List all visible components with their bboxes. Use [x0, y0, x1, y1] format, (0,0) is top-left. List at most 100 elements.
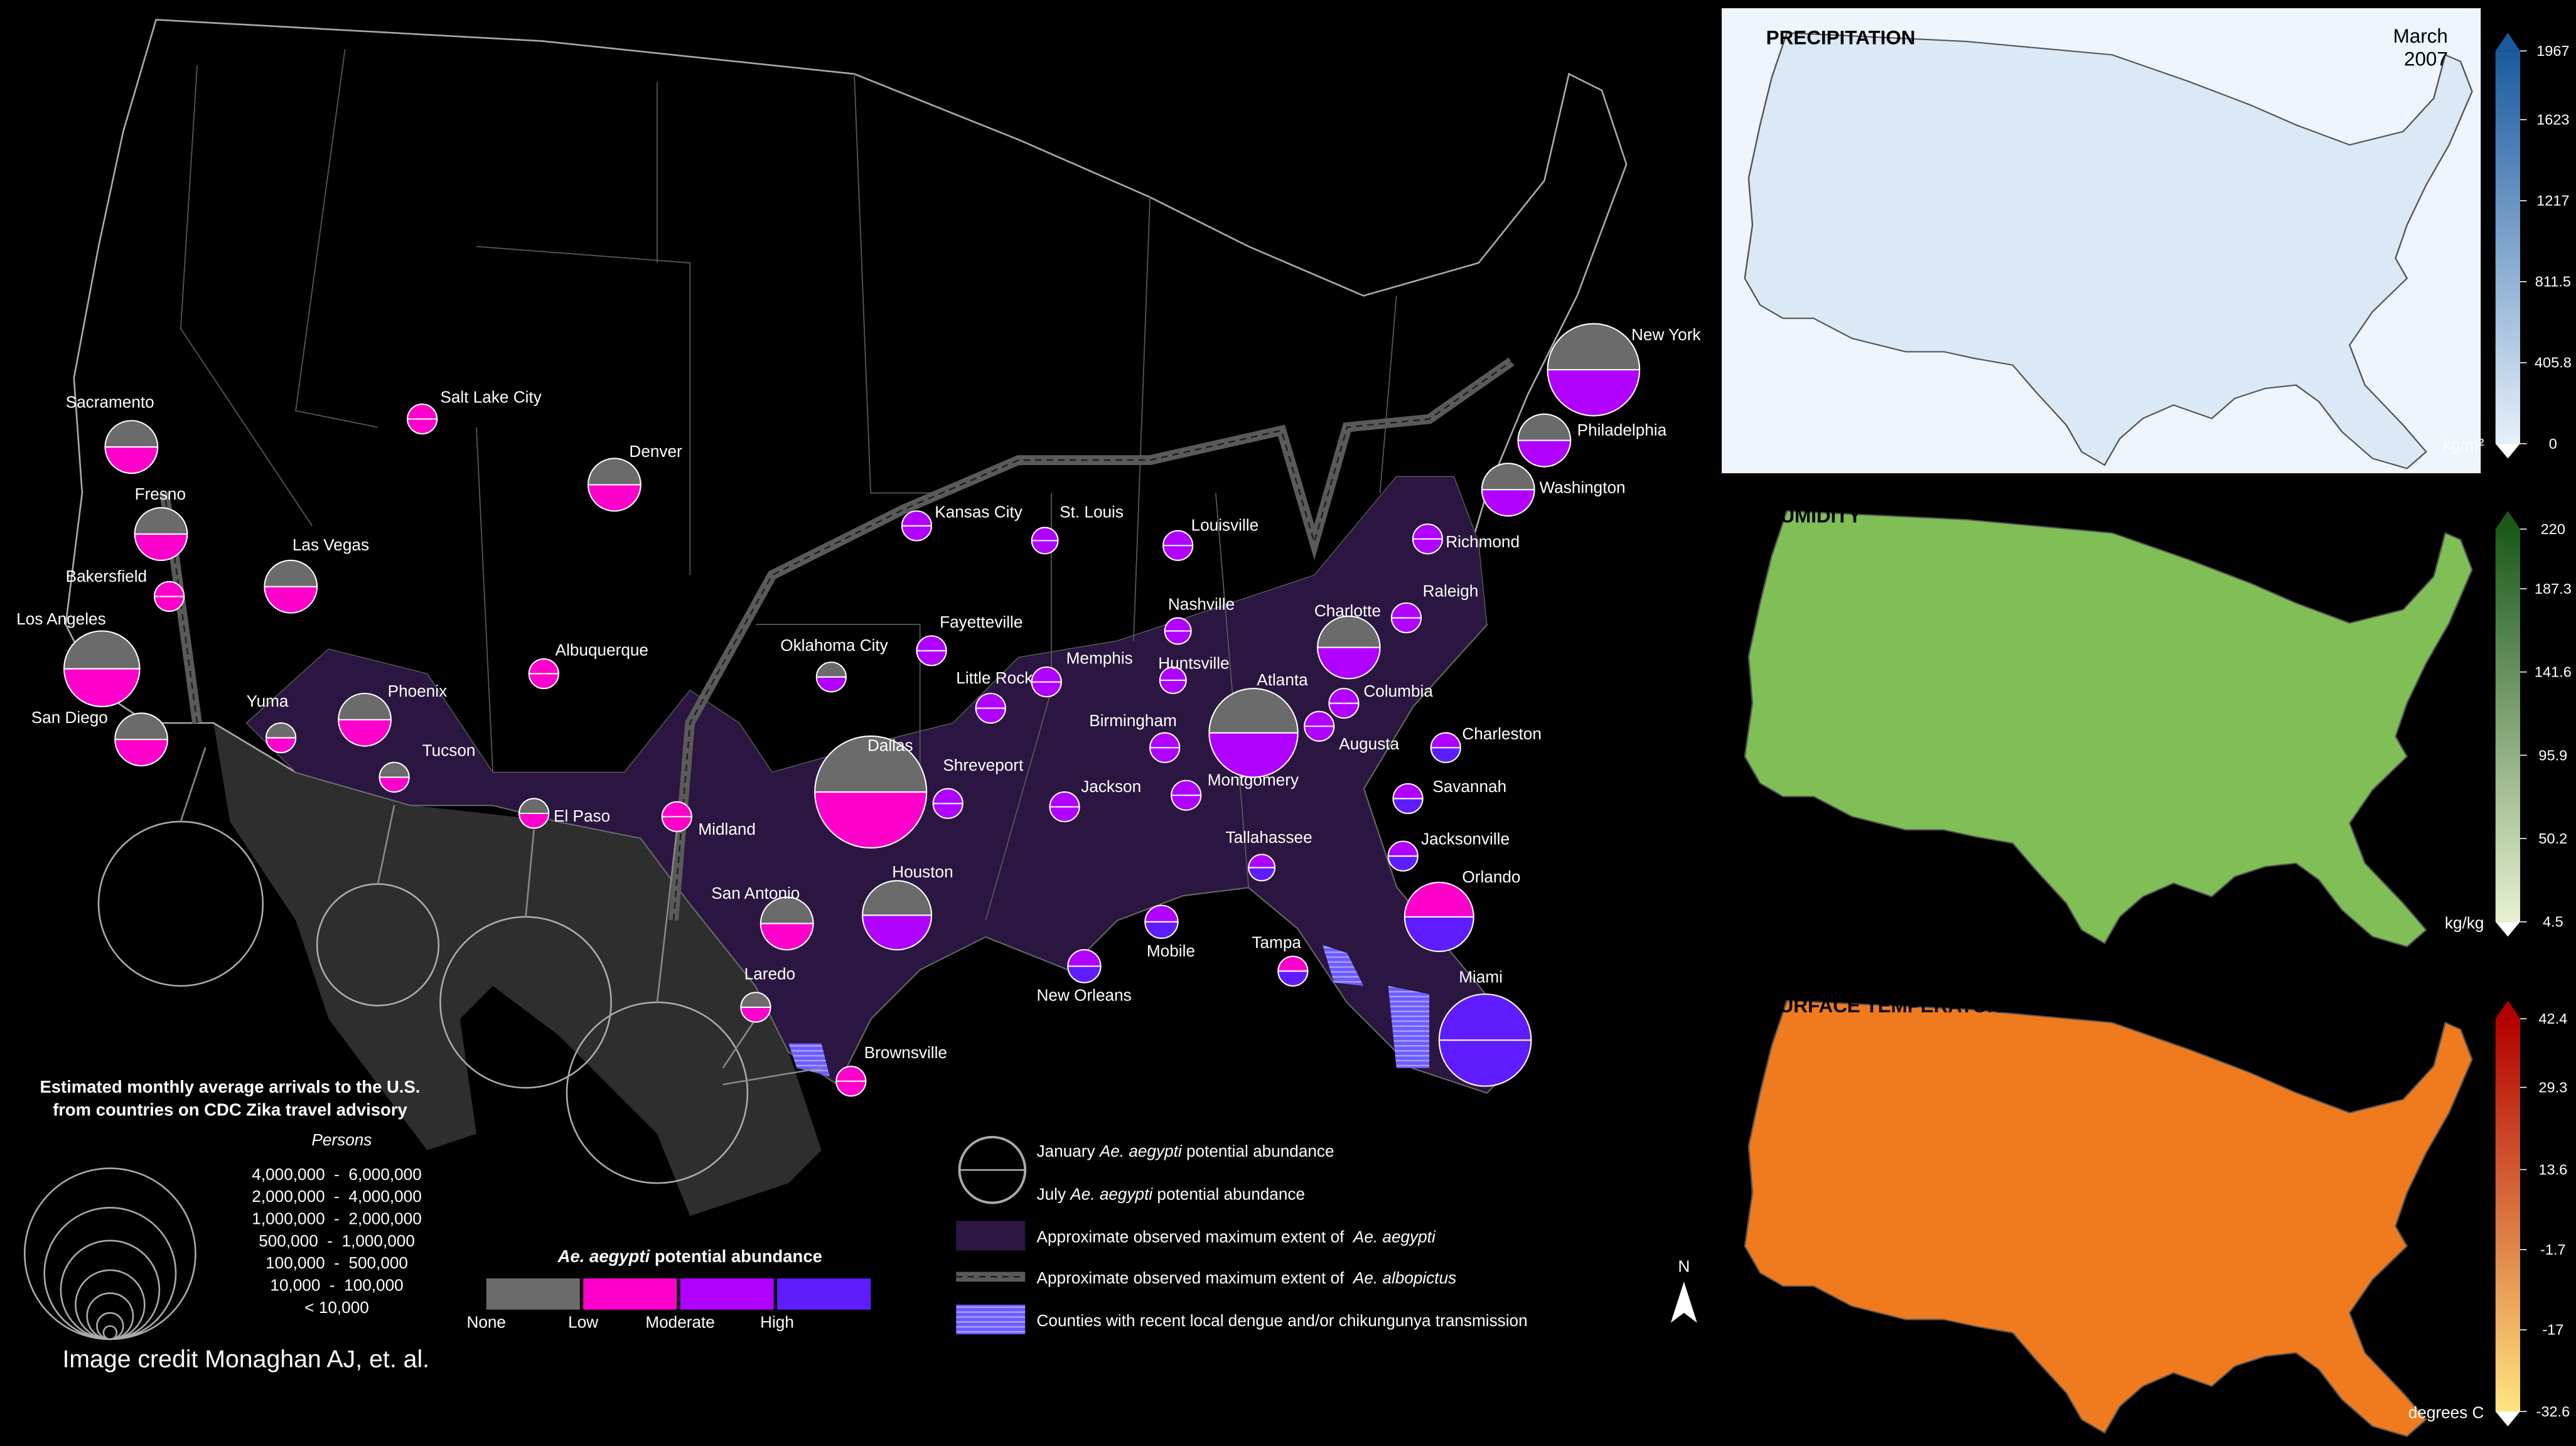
july-half [1439, 1040, 1532, 1086]
colorbar-tick-label: 4.5 [2543, 914, 2563, 930]
city: Mobile [1144, 904, 1195, 960]
city: Shreveport [932, 756, 1024, 819]
colorbar-tick-label: 50.2 [2538, 830, 2567, 847]
size-circle [75, 1269, 146, 1341]
city-label: Oklahoma City [780, 636, 888, 655]
key-label: Approximate observed maximum extent of A… [1037, 1268, 1457, 1287]
size-range: 100,000 - 500,000 [266, 1253, 408, 1272]
july-half [407, 419, 437, 434]
city: El Paso [518, 798, 610, 829]
city: Albuquerque [528, 641, 648, 690]
key-part: January [1037, 1142, 1100, 1160]
july-half [134, 533, 188, 560]
city: Nashville [1164, 594, 1235, 645]
key: January Ae. aegypti potential abundanceJ… [956, 1135, 1528, 1334]
january-half [662, 801, 692, 817]
july-half [1159, 680, 1186, 694]
city: Houston [862, 862, 953, 951]
level-label: Moderate [645, 1312, 714, 1331]
july-half [1391, 618, 1422, 633]
key-part: Approximate observed maximum extent of [1037, 1227, 1353, 1246]
city: Tucson [378, 741, 475, 793]
january-half [1412, 524, 1443, 539]
january-half [1278, 956, 1308, 972]
city-label: Louisville [1191, 516, 1259, 535]
city: St. Louis [1031, 503, 1124, 555]
size-range: 1,000,000 - 2,000,000 [252, 1209, 421, 1228]
colorbar-tick-label: 405.8 [2535, 355, 2572, 371]
july-half [760, 923, 813, 950]
colorbar-tick-label: 1623 [2536, 111, 2569, 127]
july-half [901, 525, 932, 541]
colorbar [2495, 51, 2521, 444]
january-half [975, 693, 1006, 709]
january-half [1164, 618, 1191, 631]
july-half [1163, 545, 1193, 560]
city-markers: New York Philadelphia Washington Richmond Ra… [16, 323, 1701, 1097]
january-half [1388, 841, 1418, 857]
key-part: potential abundance [1152, 1184, 1305, 1203]
colorbar-unit: degrees C [2408, 1403, 2484, 1422]
july-half [1412, 538, 1443, 554]
city-label: Philadelphia [1577, 420, 1667, 439]
january-half [266, 723, 296, 738]
january-half [1163, 530, 1193, 546]
city-label: Tallahassee [1226, 828, 1312, 847]
city-label: Memphis [1066, 649, 1133, 668]
january-half [1518, 414, 1571, 441]
level-label: Low [568, 1312, 598, 1331]
july-half [1164, 631, 1191, 645]
key-label: Counties with recent local dengue and/or… [1037, 1311, 1528, 1330]
january-half [816, 662, 846, 677]
arrivals-legend: Estimated monthly average arrivals to th… [23, 1077, 422, 1341]
july-half [1388, 856, 1418, 871]
july-half [529, 673, 559, 689]
city-label: Fresno [135, 485, 186, 503]
city: Augusta [1304, 710, 1400, 753]
january-half [154, 581, 185, 597]
city: Savannah [1392, 777, 1506, 815]
city-label: Dallas [867, 736, 913, 755]
city: Orlando [1403, 867, 1520, 952]
city: Memphis [1031, 649, 1133, 698]
size-range: 4,000,000 - 6,000,000 [252, 1165, 421, 1184]
legend-title: from countries on CDC Zika travel adviso… [53, 1100, 407, 1120]
key-symbol [956, 1304, 1026, 1334]
july-half [379, 777, 409, 792]
city-label: Augusta [1339, 734, 1399, 753]
city: Washington [1481, 463, 1626, 517]
city-label: Houston [892, 862, 953, 881]
city: Phoenix [338, 682, 447, 747]
january-half [338, 693, 391, 720]
city-label: New Orleans [1037, 985, 1132, 1004]
panel-date: 2007 [2404, 48, 2448, 70]
colorbar-cap [2495, 443, 2521, 459]
july-half [338, 719, 391, 746]
city-label: St. Louis [1060, 503, 1124, 522]
july-half [105, 447, 158, 474]
key-label: Approximate observed maximum extent of A… [1037, 1227, 1436, 1246]
city-label: Tampa [1252, 933, 1301, 952]
january-half [1031, 527, 1058, 541]
city-label: El Paso [554, 806, 610, 825]
january-half [901, 511, 932, 526]
city-label: New York [1631, 325, 1701, 344]
july-half [933, 803, 963, 818]
colorbar-tick-label: 220 [2541, 521, 2565, 537]
july-half [115, 739, 168, 766]
city: Tampa [1252, 933, 1309, 987]
july-half [1031, 682, 1061, 697]
colorbar-cap [2495, 921, 2521, 937]
city-label: Kansas City [935, 503, 1022, 522]
key-part: July [1037, 1184, 1071, 1203]
colorbar-tick-label: 29.3 [2538, 1079, 2567, 1095]
january-half [1145, 905, 1178, 922]
january-half [1404, 882, 1474, 917]
city-label: San Antonio [711, 884, 800, 902]
january-half [1391, 602, 1422, 618]
colorbar-cap [2495, 1000, 2521, 1019]
level-swatch [777, 1278, 871, 1310]
albopictus-dash [163, 360, 1512, 921]
city-label: Bakersfield [66, 567, 147, 586]
